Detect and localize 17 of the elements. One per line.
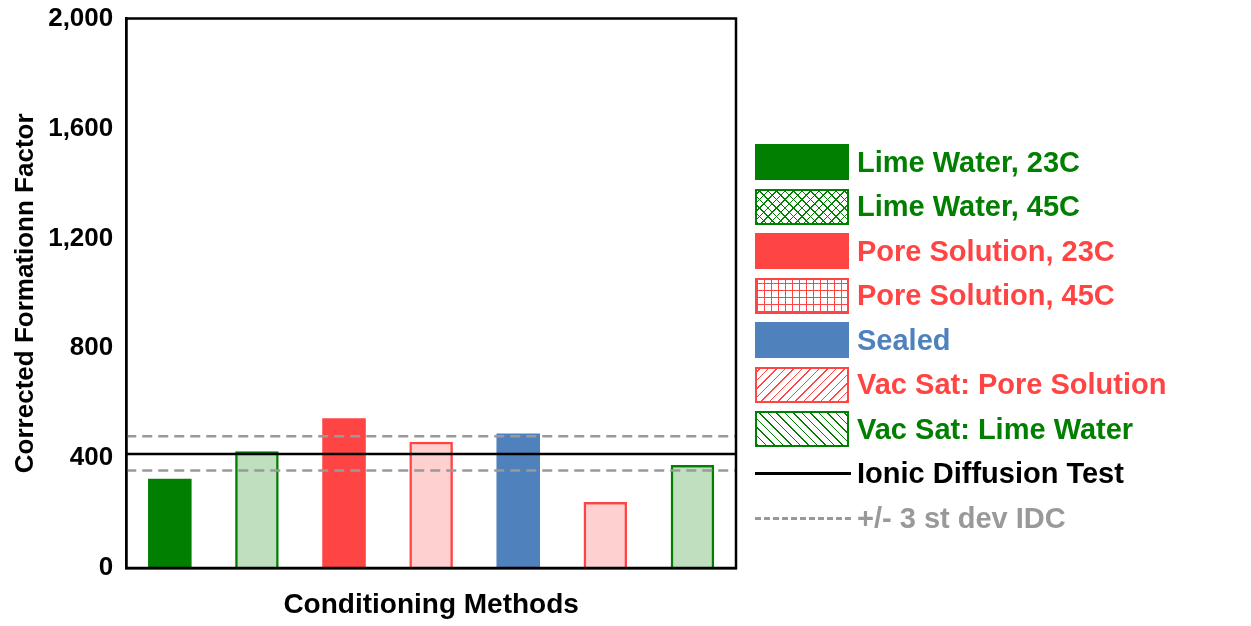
legend-label: Pore Solution, 23C bbox=[857, 234, 1115, 268]
y-tick-label: 800 bbox=[69, 331, 114, 362]
y-tick-label: 1,600 bbox=[48, 111, 114, 142]
y-tick-label: 400 bbox=[69, 441, 114, 472]
x-axis-title: Conditioning Methods bbox=[283, 587, 579, 619]
y-tick-label: 0 bbox=[98, 551, 114, 582]
legend-label: Vac Sat: Pore Solution bbox=[857, 368, 1167, 402]
legend-label: Pore Solution, 45C bbox=[857, 279, 1115, 313]
legend-label: Lime Water, 45C bbox=[857, 190, 1080, 224]
legend-label: Vac Sat: Lime Water bbox=[857, 412, 1134, 446]
legend-label: Lime Water, 23C bbox=[857, 145, 1080, 179]
legend-label: +/- 3 st dev IDC bbox=[857, 501, 1066, 535]
ref-line-label: Ionic Diffusion Test bbox=[857, 457, 1124, 491]
y-tick-label: 1,200 bbox=[48, 221, 114, 252]
y-tick-label: 2,000 bbox=[48, 1, 114, 32]
y-axis-title: Corrected Formationn Factor bbox=[8, 113, 39, 474]
legend-label: Sealed bbox=[857, 323, 951, 357]
